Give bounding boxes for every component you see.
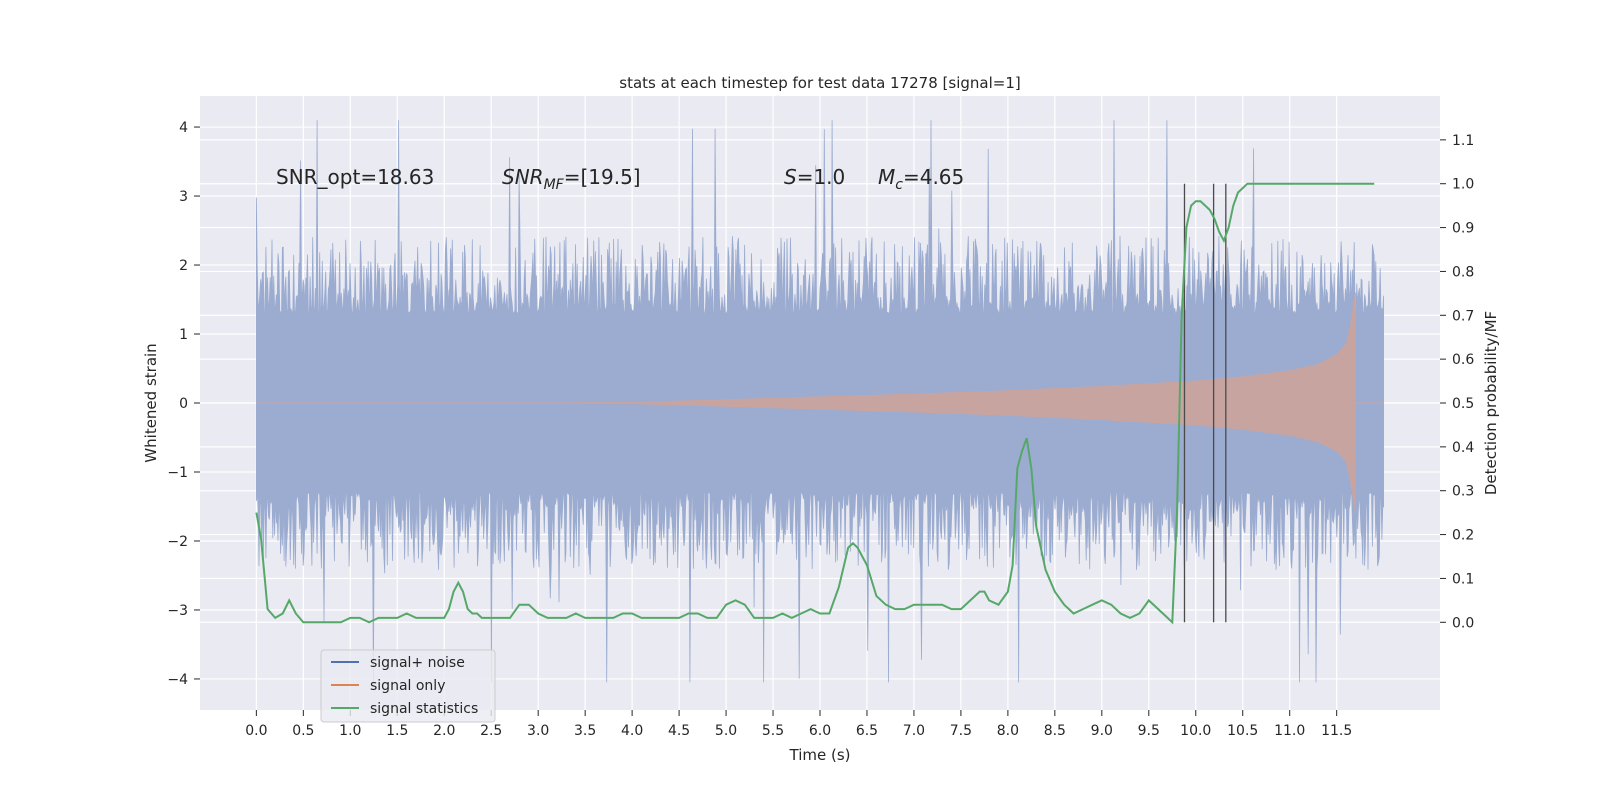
chart-title: stats at each timestep for test data 172… xyxy=(619,74,1020,92)
legend-label-signal: signal only xyxy=(370,678,445,694)
annotation-snr-mf-value: =[19.5] xyxy=(564,165,641,189)
x-tick-label: 11.5 xyxy=(1321,723,1352,739)
y-tick-label-left: 0 xyxy=(179,396,188,412)
y-tick-label-left: −2 xyxy=(167,534,188,550)
x-tick-label: 6.5 xyxy=(856,723,878,739)
annotation-mc-value: =4.65 xyxy=(903,165,964,189)
annotation-s-value: =1.0 xyxy=(797,165,846,189)
annotation-snr-mf-subscript: MF xyxy=(544,177,565,193)
x-tick-label: 9.5 xyxy=(1138,723,1160,739)
x-tick-label: 5.0 xyxy=(715,723,737,739)
y-tick-label-left: 2 xyxy=(179,258,188,274)
y-tick-label-right: 0.7 xyxy=(1452,308,1474,324)
y-axis-label-right: Detection probability/MF xyxy=(1482,311,1500,495)
x-tick-label: 2.0 xyxy=(433,723,455,739)
x-tick-label: 1.5 xyxy=(386,723,408,739)
y-tick-label-right: 1.0 xyxy=(1452,177,1474,193)
y-tick-label-right: 0.2 xyxy=(1452,528,1474,544)
annotation-s: S=1.0 xyxy=(784,165,845,189)
y-tick-label-right: 0.8 xyxy=(1452,264,1474,280)
x-tick-label: 4.0 xyxy=(621,723,643,739)
x-tick-label: 8.5 xyxy=(1044,723,1066,739)
x-tick-label: 3.0 xyxy=(527,723,549,739)
x-tick-label: 3.5 xyxy=(574,723,596,739)
y-tick-label-left: 4 xyxy=(179,120,188,136)
legend-label-noise: signal+ noise xyxy=(370,655,465,671)
x-tick-label: 0.0 xyxy=(245,723,267,739)
y-tick-left-layer: 4 3 2 1 0 −1 −2 −3 −4 xyxy=(167,120,200,688)
signal-statistics-line xyxy=(255,182,1375,625)
x-tick-label: 7.0 xyxy=(903,723,925,739)
y-tick-label-right: 0.3 xyxy=(1452,484,1474,500)
y-tick-label-right: 0.4 xyxy=(1452,440,1474,456)
y-tick-right-layer: 1.1 1.0 0.9 0.8 0.7 0.6 0.5 0.4 0.3 0.2 0.1 0.0 xyxy=(1440,133,1474,631)
y-tick-label-right: 0.6 xyxy=(1452,352,1474,368)
legend-label-statistics: signal statistics xyxy=(370,701,478,717)
y-tick-label-right: 0.0 xyxy=(1452,615,1474,631)
annotation-snr-opt: SNR_opt=18.63 xyxy=(276,165,434,189)
annotation-snr-mf: SNRMF=[19.5] xyxy=(502,165,641,193)
y-tick-label-right: 0.5 xyxy=(1452,396,1474,412)
annotation-snr-mf-symbol: SNR xyxy=(502,165,544,189)
x-tick-label: 6.0 xyxy=(809,723,831,739)
x-tick-label: 2.5 xyxy=(480,723,502,739)
y-tick-label-left: −4 xyxy=(167,672,188,688)
x-tick-layer: 0.0 0.5 1.0 1.5 2.0 2.5 3.0 3.5 4.0 4.5 5.0 5.5 6.0 6… xyxy=(245,710,1352,739)
x-tick-label: 0.5 xyxy=(292,723,314,739)
legend: signal+ noise signal only signal statist… xyxy=(320,649,496,723)
annotation-mc-subscript: c xyxy=(895,177,903,193)
x-axis-label: Time (s) xyxy=(789,746,851,764)
y-axis-label-left: Whitened strain xyxy=(142,343,160,462)
x-tick-label: 7.5 xyxy=(950,723,972,739)
annotation-mc-symbol: M xyxy=(878,165,895,189)
y-tick-label-right: 1.1 xyxy=(1452,133,1474,149)
x-tick-label: 10.5 xyxy=(1227,723,1258,739)
x-tick-label: 8.0 xyxy=(997,723,1019,739)
annotation-mc: Mc=4.65 xyxy=(878,165,964,193)
x-tick-label: 9.0 xyxy=(1091,723,1113,739)
y-tick-label-left: −1 xyxy=(167,465,188,481)
y-tick-label-left: −3 xyxy=(167,603,188,619)
y-tick-label-right: 0.9 xyxy=(1452,221,1474,237)
x-tick-label: 5.5 xyxy=(762,723,784,739)
x-tick-label: 11.0 xyxy=(1274,723,1305,739)
y-tick-label-left: 1 xyxy=(179,327,188,343)
x-tick-label: 4.5 xyxy=(668,723,690,739)
y-tick-label-left: 3 xyxy=(179,189,188,205)
legend-box xyxy=(320,649,496,723)
stats-layer xyxy=(255,182,1375,625)
annotation-s-symbol: S xyxy=(784,165,797,189)
signal-layer xyxy=(256,292,1384,514)
x-tick-label: 1.0 xyxy=(339,723,361,739)
y-tick-label-right: 0.1 xyxy=(1452,571,1474,587)
x-tick-label: 10.0 xyxy=(1180,723,1211,739)
